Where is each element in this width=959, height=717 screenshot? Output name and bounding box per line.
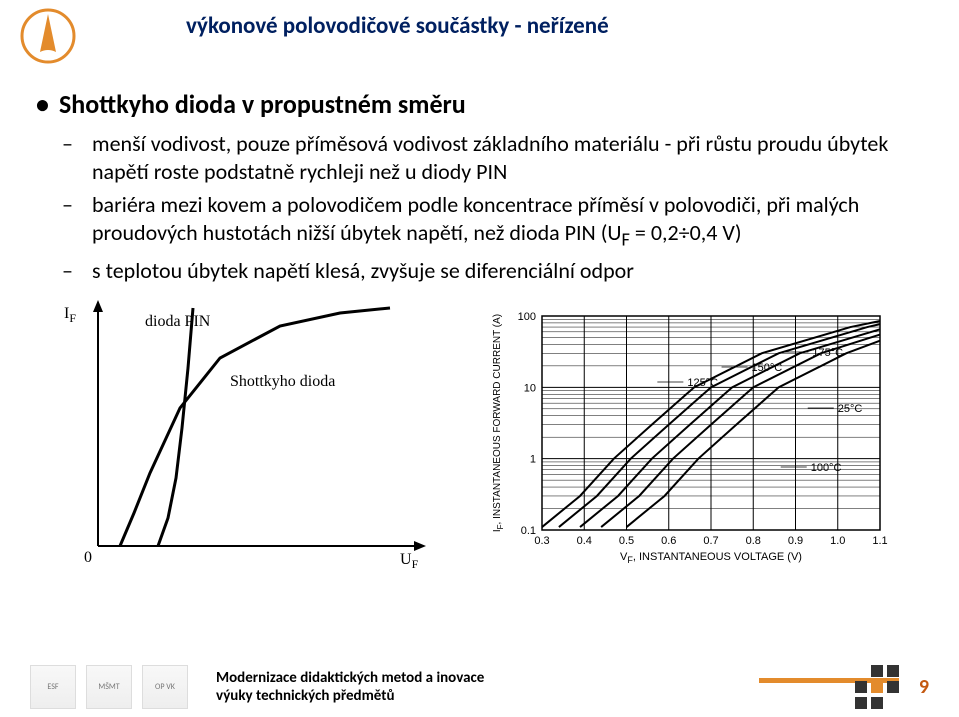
footer-line: výuky technických předmětů	[216, 687, 484, 705]
bullet-item: bariéra mezi kovem a polovodičem podle k…	[92, 191, 911, 251]
svg-text:0.5: 0.5	[619, 535, 634, 547]
footer-caption: Modernizace didaktických metod a inovace…	[216, 669, 484, 705]
squares-logo-icon	[855, 665, 899, 709]
svg-text:10: 10	[524, 383, 536, 395]
svg-text:100: 100	[518, 311, 536, 323]
forward-current-temp-chart: 0.3 0.4 0.5 0.6 0.7 0.8 0.9 1.0 1.1 0.1 1 10 100 175°…	[480, 298, 898, 570]
opvk-logo-icon: OP VK	[142, 665, 188, 709]
svg-text:125°C: 125°C	[687, 377, 718, 389]
svg-text:UF: UF	[400, 551, 419, 568]
svg-text:1: 1	[530, 454, 536, 466]
bullet-item: s teplotou úbytek napětí klesá, zvyšuje …	[92, 257, 911, 285]
svg-text:dioda PIN: dioda PIN	[145, 313, 211, 330]
svg-text:150°C: 150°C	[752, 362, 783, 374]
footer-logos: ESF MŠMT OP VK	[30, 665, 188, 709]
eu-esf-logo-icon: ESF	[30, 665, 76, 709]
svg-text:1.0: 1.0	[830, 535, 845, 547]
footer: ESF MŠMT OP VK Modernizace didaktických …	[0, 665, 959, 709]
bullet-text: = 0,2÷0,4 V)	[630, 219, 742, 246]
svg-text:0.7: 0.7	[703, 535, 718, 547]
iv-comparison-chart: IF UF 0 dioda PIN Shottkyho dioda	[50, 298, 430, 568]
svg-text:175°C: 175°C	[812, 347, 843, 359]
section-heading: Shottkyho dioda v propustném směru	[36, 88, 911, 120]
svg-text:0.9: 0.9	[788, 535, 803, 547]
svg-text:0.3: 0.3	[534, 535, 549, 547]
svg-text:0.6: 0.6	[661, 535, 676, 547]
svg-text:25°C: 25°C	[838, 403, 863, 415]
page-header-title: výkonové polovodičové součástky - neříze…	[186, 8, 609, 40]
svg-text:0.4: 0.4	[577, 535, 592, 547]
header-logo-icon	[20, 8, 76, 64]
footer-line: Modernizace didaktických metod a inovace	[216, 669, 484, 687]
svg-text:0.1: 0.1	[521, 525, 536, 537]
page-number: 9	[919, 675, 929, 699]
svg-text:VF, INSTANTANEOUS VOLTAGE (V): VF, INSTANTANEOUS VOLTAGE (V)	[620, 551, 802, 565]
svg-text:0: 0	[84, 549, 92, 566]
svg-text:IF: IF	[64, 305, 76, 325]
svg-text:0.8: 0.8	[746, 535, 761, 547]
ministry-logo-icon: MŠMT	[86, 665, 132, 709]
bullet-item: menší vodivost, pouze příměsová vodivost…	[92, 130, 911, 185]
bullet-text: bariéra mezi kovem a polovodičem podle k…	[92, 191, 859, 246]
svg-text:IF, INSTANTANEOUS FORWARD CURR: IF, INSTANTANEOUS FORWARD CURRENT (A)	[492, 314, 505, 532]
svg-text:100°C: 100°C	[811, 462, 842, 474]
bullet-sub: F	[622, 228, 630, 250]
svg-text:1.1: 1.1	[872, 535, 887, 547]
svg-text:Shottkyho dioda: Shottkyho dioda	[230, 373, 335, 390]
